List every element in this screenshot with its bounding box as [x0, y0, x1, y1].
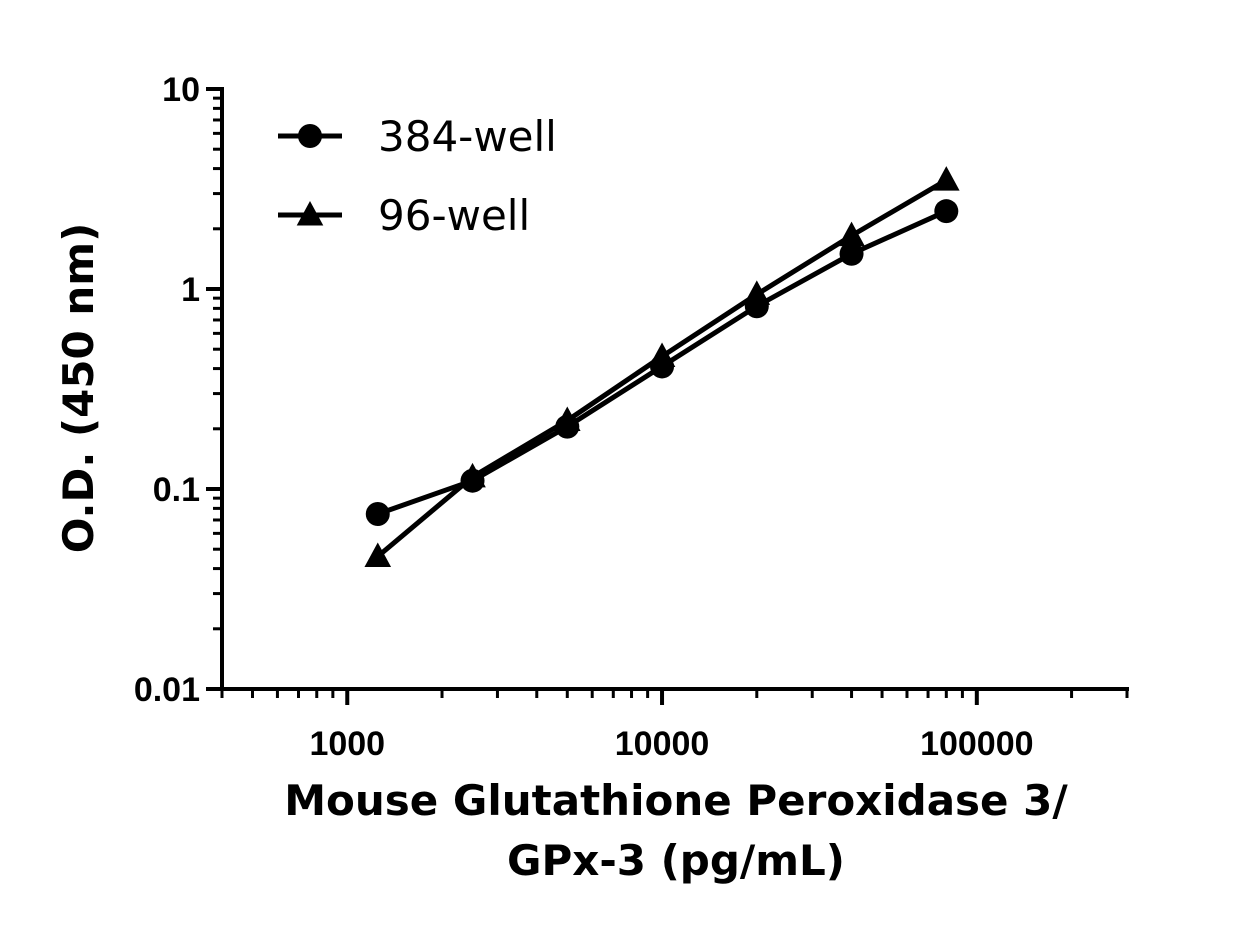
data-point-triangle — [838, 221, 865, 247]
legend-item: 96-well — [278, 191, 530, 240]
series-96-well — [364, 166, 960, 567]
x-tick-label: 100000 — [920, 725, 1033, 763]
x-tick-label: 1000 — [309, 725, 385, 763]
x-axis-title-line-1: Mouse Glutathione Peroxidase 3/ — [284, 776, 1068, 825]
axes: 0.01 0.1 1 10 1000 10000 100000 — [134, 71, 1129, 763]
data-point-circle — [298, 124, 322, 148]
data-point-circle — [839, 241, 864, 266]
y-tick-label: 10 — [162, 71, 200, 109]
legend: 384-well 96-well — [278, 112, 557, 240]
legend-label: 384-well — [378, 112, 557, 161]
y-tick-label: 0.01 — [134, 671, 200, 709]
data-point-triangle — [648, 342, 676, 367]
y-tick-label: 1 — [181, 271, 200, 309]
data-point-triangle — [459, 462, 486, 488]
y-axis-title: O.D. (450 nm) — [54, 223, 103, 554]
x-axis-title-line-2: GPx-3 (pg/mL) — [507, 836, 845, 885]
y-tick-label: 0.1 — [153, 471, 200, 509]
data-point-triangle — [364, 542, 392, 567]
data-point-triangle — [933, 166, 960, 191]
series-layer — [364, 166, 960, 567]
data-point-circle — [365, 501, 390, 526]
data-point-circle — [934, 199, 959, 224]
legend-item: 384-well — [278, 112, 557, 161]
legend-label: 96-well — [378, 191, 530, 240]
data-point-triangle — [553, 406, 581, 432]
x-tick-label: 10000 — [615, 725, 710, 763]
data-point-triangle — [743, 280, 771, 305]
data-point-triangle — [296, 201, 324, 226]
